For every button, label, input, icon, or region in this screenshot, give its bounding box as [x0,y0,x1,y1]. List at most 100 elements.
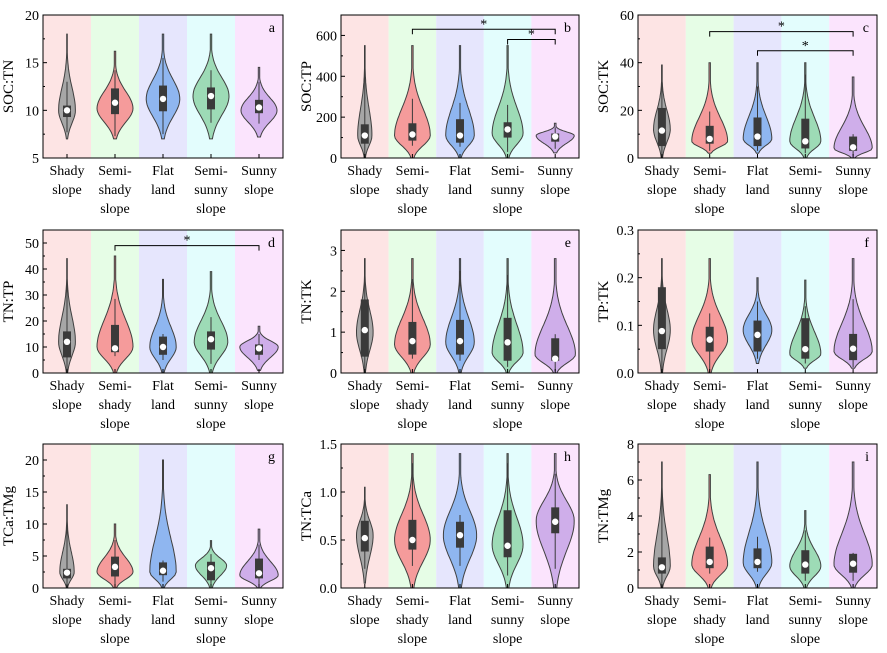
x-category-label: Flat [152,164,174,179]
y-tick-label: 10 [25,341,39,356]
y-tick-label: 20 [25,9,39,24]
x-category-label: Semi- [789,379,823,394]
iqr-box [456,119,464,143]
median-dot [63,338,71,345]
iqr-box [801,318,810,359]
median-dot [802,561,809,568]
y-tick-label: 60 [620,9,634,24]
median-dot [504,542,511,549]
y-axis-label: SOC:TP [299,61,315,112]
median-dot [255,104,263,111]
x-category-label: slope [791,202,821,217]
iqr-box [255,558,263,579]
x-category-label: Semi- [491,379,525,394]
median-dot [409,337,416,345]
bracket-line [709,31,854,37]
y-axis-label: TN:TMg [596,488,612,543]
violin-4 [194,540,228,589]
x-category-label: Flat [449,379,471,394]
violin-1 [652,461,671,589]
y-tick-label: 1 [330,326,337,341]
x-category-label: slope [647,183,677,198]
violin-body [491,45,524,159]
x-category-label: land [151,183,175,198]
significance-bracket: * [114,234,260,251]
violin-5 [535,453,575,589]
y-tick-label: 30 [25,289,39,304]
violin-4 [789,510,822,589]
iqr-box [503,510,512,558]
x-category-label: slope [540,613,570,628]
y-tick-label: 10 [25,104,39,119]
x-category-label: sunny [491,613,524,628]
x-category-label: slope [838,183,868,198]
x-category-label: shady [99,398,132,413]
x-category-label: Semi- [194,164,228,179]
y-tick-label: 50 [25,237,39,252]
violin-1 [58,33,76,140]
x-category-label: Semi- [491,594,525,609]
panel-a: 5 10 15 20 Shady slope Semi-shady slope Flat land… [1,9,284,217]
x-category-label: slope [695,202,725,217]
y-axis-label: TCa:TMg [1,486,17,546]
violin-body [691,62,729,154]
violin-5 [833,258,873,369]
median-dot [504,126,511,133]
violin-3 [442,453,478,589]
x-category-label: Flat [152,594,174,609]
x-category-label: Semi- [396,379,430,394]
x-category-label: sunny [491,398,524,413]
median-dot [159,343,167,351]
significance-star: * [528,28,535,43]
median-dot [552,518,559,525]
iqr-box [456,319,464,355]
median-dot [849,345,857,352]
y-tick-label: 6 [627,474,634,489]
x-category-label: slope [540,183,570,198]
panel-letter: h [564,450,571,465]
y-tick-label: 0.1 [617,319,635,334]
violin-5 [534,258,576,374]
y-tick-label: 20 [25,315,39,330]
violin-1 [58,258,76,374]
x-category-label: sunny [194,183,227,198]
significance-star: * [802,39,809,54]
x-category-label: slope [493,632,523,647]
y-tick-label: 20 [25,454,39,469]
x-category-label: Shady [644,594,679,609]
x-category-label: slope [647,398,677,413]
significance-bracket: * [411,17,556,35]
x-category-label: land [151,613,175,628]
violin-body [833,76,873,159]
x-category-label: shady [693,183,726,198]
median-dot [849,560,857,567]
violin-4 [491,45,524,159]
y-tick-label: 5 [32,152,39,167]
violin-2 [393,45,431,159]
median-dot [552,133,559,140]
x-category-label: shady [396,613,429,628]
x-category-label: slope [100,202,130,217]
iqr-box [705,125,714,144]
x-category-label: Semi- [693,594,727,609]
panel-d: 0 10 20 30 40 50 Shady slope Semi-shady slope Flat… [1,229,284,432]
x-category-label: Shady [347,379,382,394]
median-dot [849,144,857,151]
x-category-label: Flat [747,164,769,179]
iqr-box [657,287,666,350]
panel-letter: e [565,236,571,251]
x-category-label: Semi- [98,594,132,609]
x-category-label: Shady [347,164,382,179]
x-category-label: slope [244,398,274,413]
median-dot [159,567,167,574]
y-tick-label: 8 [627,438,634,453]
x-category-label: sunny [789,613,822,628]
y-tick-label: 0 [627,582,634,597]
x-category-label: slope [647,613,677,628]
x-category-label: shady [99,613,132,628]
significance-bracket: * [757,39,854,56]
panel-letter: b [564,21,571,36]
x-category-label: slope [493,202,523,217]
x-category-label: Sunny [537,164,573,179]
y-tick-label: 15 [25,57,39,72]
